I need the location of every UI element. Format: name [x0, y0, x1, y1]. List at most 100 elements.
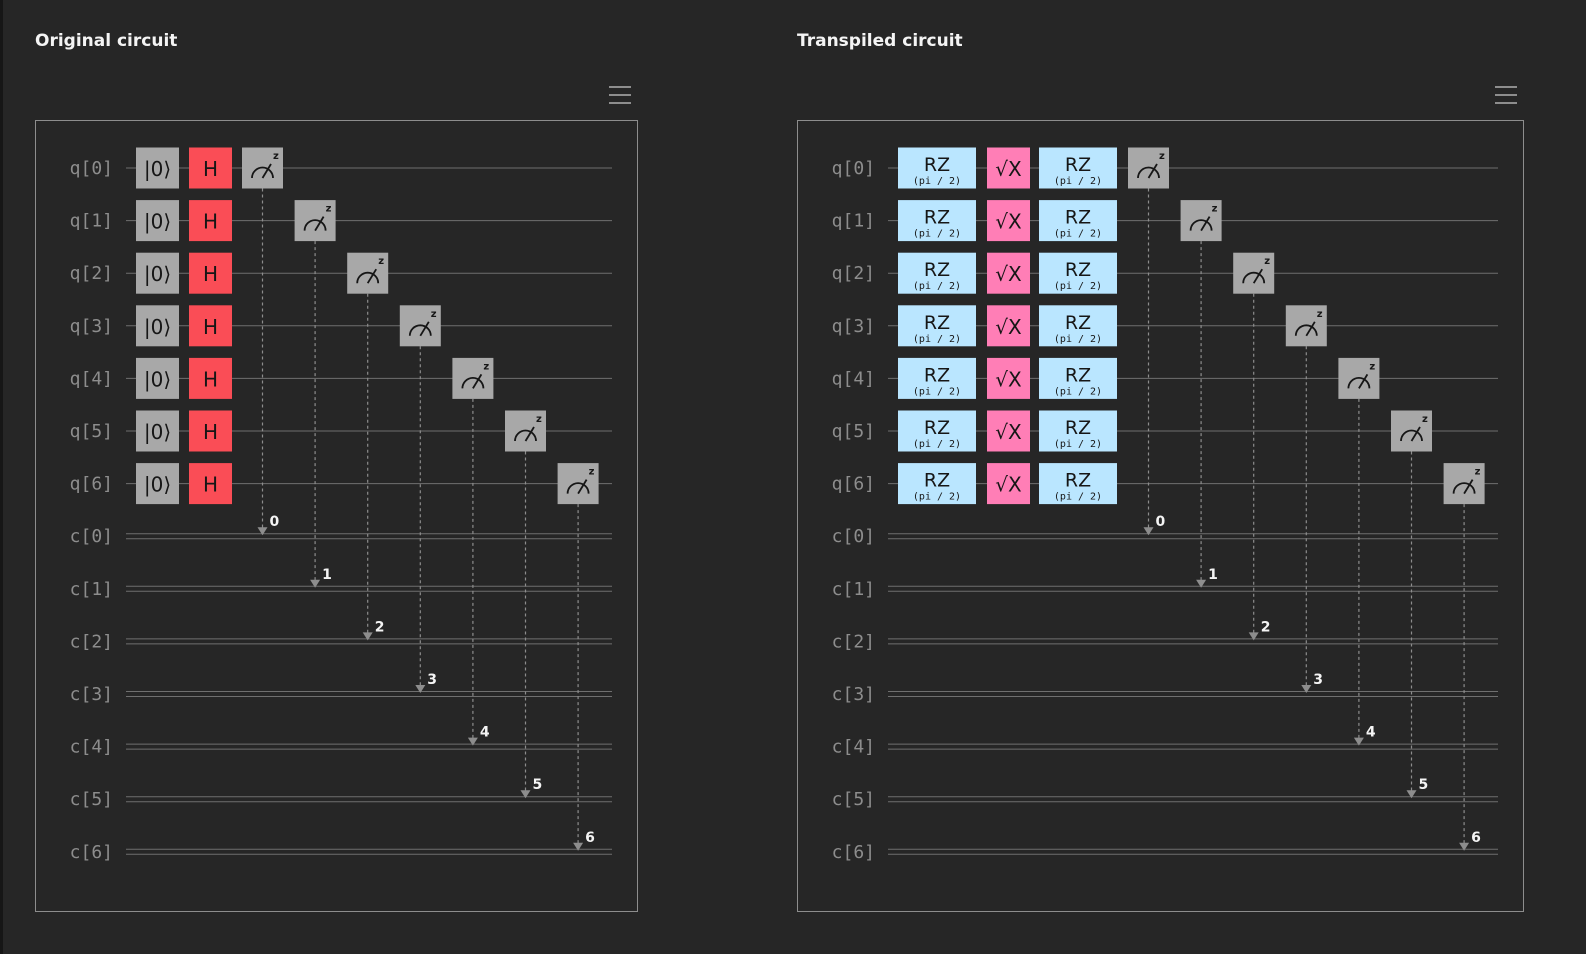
measure-basis-label: z [483, 361, 489, 372]
meter-needle-icon [366, 268, 377, 284]
rz-gate-param: (pi / 2) [1054, 439, 1102, 450]
rz-gate-param: (pi / 2) [913, 386, 961, 397]
rz-gate-param: (pi / 2) [1054, 334, 1102, 345]
measure-arrow [467, 737, 478, 746]
h-gate [189, 463, 232, 505]
rz-gate-param: (pi / 2) [1054, 281, 1102, 292]
rz-gate-param: (pi / 2) [1054, 229, 1102, 240]
rz-gate-param: (pi / 2) [913, 492, 961, 503]
rz-gate [898, 305, 976, 347]
qubit-label: q[2] [70, 263, 113, 284]
rz-gate [1039, 252, 1117, 294]
rz-gate-label: RZ [1065, 259, 1091, 281]
clbit-label: c[1] [832, 579, 875, 600]
reset-gate-label: |0⟩ [144, 210, 171, 234]
measure-arrow [415, 685, 426, 693]
qubit-label: q[5] [832, 421, 875, 442]
meter-needle-icon [261, 163, 272, 179]
clbit-label: c[5] [70, 789, 113, 810]
meter-icon [1242, 271, 1266, 284]
meter-icon [1347, 377, 1371, 389]
reset-gate-label: |0⟩ [144, 473, 171, 497]
circuit-frame-original: q[0] q[1] q[2] q[3] q[4] q[5] q[6] c[0] c[1] c[2]… [35, 120, 638, 912]
measure-bit-index: 0 [1156, 514, 1166, 530]
sx-gate-label: √X [995, 473, 1022, 497]
measure-bit-index: 3 [427, 672, 437, 688]
panel-title-transpiled: Transpiled circuit [797, 31, 963, 51]
meter-icon [1452, 482, 1476, 494]
h-gate [189, 357, 232, 399]
meter-needle-icon [1200, 216, 1211, 232]
rz-gate-param: (pi / 2) [1054, 176, 1102, 187]
qubit-label: q[5] [70, 421, 113, 442]
measure-basis-label: z [378, 256, 384, 267]
measure-basis-label: z [1212, 204, 1218, 215]
rz-gate [1039, 305, 1117, 347]
measure-basis-label: z [589, 467, 595, 478]
measure-bit-index: 1 [1208, 567, 1218, 583]
rz-gate-param: (pi / 2) [913, 439, 961, 450]
clbit-label: c[1] [70, 579, 113, 600]
sx-gate-label: √X [995, 210, 1022, 234]
reset-gate [136, 200, 179, 242]
meter-needle-icon [577, 479, 588, 495]
rz-gate [898, 463, 976, 505]
clbit-label: c[6] [70, 842, 113, 863]
measure-arrow [362, 632, 373, 641]
sx-gate-label: √X [995, 262, 1022, 286]
transpiled-circuit-diagram: q[0] q[1] q[2] q[3] q[4] q[5] q[6] c[0] c[1] c[2]… [832, 147, 1498, 863]
panel-title-original: Original circuit [35, 31, 178, 51]
rz-gate-param: (pi / 2) [913, 334, 961, 345]
rz-gate-label: RZ [924, 154, 950, 176]
meter-needle-icon [1410, 426, 1421, 442]
measure-arrow [257, 527, 268, 536]
measure-bit-index: 3 [1313, 672, 1323, 688]
meter-needle-icon [1463, 479, 1474, 495]
qubit-label: q[6] [70, 474, 113, 495]
menu-icon-original[interactable] [609, 86, 631, 104]
reset-gate-label: |0⟩ [144, 262, 171, 286]
meter-icon [251, 166, 274, 179]
measure-arrow [1353, 737, 1364, 746]
meter-needle-icon [1358, 373, 1369, 389]
h-gate [189, 200, 232, 242]
rz-gate-label: RZ [924, 312, 950, 334]
reset-gate [136, 463, 179, 505]
qubit-label: q[0] [70, 158, 113, 179]
measure-basis-label: z [326, 204, 332, 215]
meter-needle-icon [472, 373, 483, 389]
meter-icon [1400, 429, 1423, 442]
measure-arrow [1406, 790, 1417, 799]
clbit-label: c[6] [832, 842, 875, 863]
qubit-label: q[3] [832, 316, 875, 337]
qubit-label: q[4] [832, 368, 875, 389]
meter-icon [566, 482, 590, 494]
measure-arrow [310, 579, 321, 588]
measure-bit-index: 6 [1471, 830, 1481, 846]
meter-needle-icon [1305, 321, 1316, 337]
h-gate-label: H [203, 210, 218, 234]
measure-bit-index: 0 [270, 514, 280, 530]
h-gate [189, 147, 232, 189]
measure-arrow [1301, 685, 1312, 693]
h-gate-label: H [203, 367, 218, 391]
qubit-label: q[0] [832, 158, 875, 179]
rz-gate-label: RZ [1065, 154, 1091, 176]
sx-gate-label: √X [995, 157, 1022, 181]
menu-icon-transpiled[interactable] [1495, 86, 1517, 104]
meter-needle-icon [1147, 163, 1158, 179]
measure-bit-index: 4 [1366, 725, 1376, 741]
rz-gate [1039, 410, 1117, 452]
meter-icon [356, 271, 380, 284]
original-circuit-diagram: q[0] q[1] q[2] q[3] q[4] q[5] q[6] c[0] c[1] c[2]… [70, 147, 612, 863]
rz-gate-label: RZ [924, 417, 950, 439]
reset-gate [136, 357, 179, 399]
h-gate [189, 252, 232, 294]
circuit-frame-transpiled: q[0] q[1] q[2] q[3] q[4] q[5] q[6] c[0] c[1] c[2]… [797, 120, 1524, 912]
measure-bit-index: 2 [1261, 619, 1271, 635]
qubit-label: q[1] [70, 211, 113, 232]
measure-basis-label: z [1422, 414, 1428, 425]
meter-icon [1137, 166, 1160, 179]
sx-gate [987, 463, 1030, 505]
meter-icon [1189, 219, 1213, 231]
